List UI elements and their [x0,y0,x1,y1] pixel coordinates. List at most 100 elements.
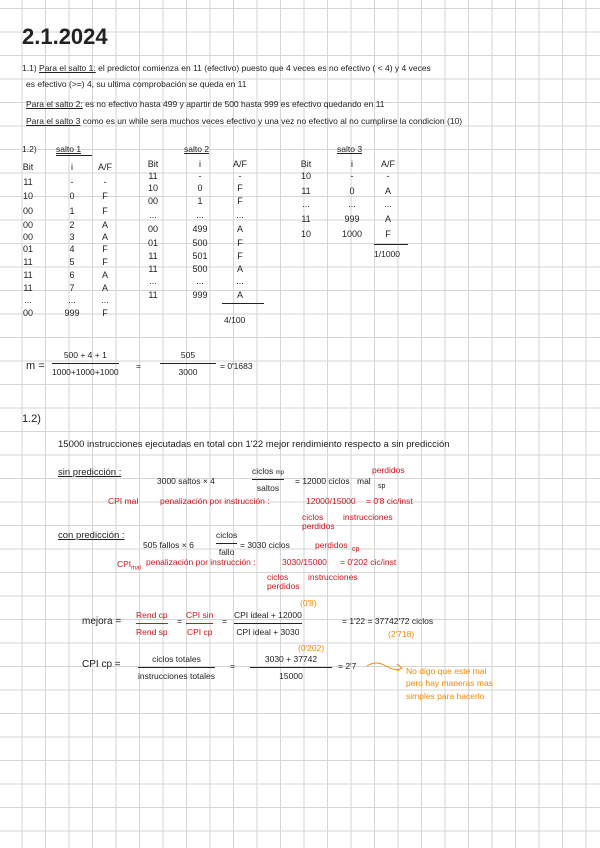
sin-ann2: instrucciones [343,512,393,522]
table-cell: A [236,224,243,234]
table-cell: F [102,206,108,216]
table-cell: 0 [349,186,355,196]
table-cell: 1 [197,196,203,206]
table-cell: 2 [69,220,75,230]
table-cell: 01 [22,244,33,254]
arrow-icon [366,662,403,672]
frac-den: Rend sp [136,627,168,637]
table-cell: F [102,308,108,318]
cpi-cp-eq: = [230,661,235,671]
sin-penal: penalización por instrucción : [160,496,270,506]
table-cell: ... [149,210,157,220]
cpi-cp-frac-2: 3030 + 37742 15000 [250,654,332,681]
frac-num: CPI sin [186,610,214,620]
table-cell: 00 [22,220,33,230]
mejora-note-top: (0'8) [300,598,317,608]
frac-den: 15000 [279,671,303,681]
frac-den: instrucciones totales [138,671,216,681]
m-numerator-2: 505 [180,350,196,360]
table-cell: 11 [23,270,33,280]
table-cell: - [350,171,354,181]
table-cell: 500 [192,264,208,274]
table-cell: - [386,171,390,181]
table-cell: ... [302,199,310,209]
cpi-cp-result: = 2'7 [338,661,357,671]
table-cell: 11 [301,214,311,224]
table-cell: - [198,171,202,181]
salto1-text: el predictor comienza en 11 (efectivo) p… [98,63,431,73]
m-denominator: 1000+1000+1000 [52,367,119,377]
sin-cpi-label: CPI mal [108,496,139,506]
sin-calc-left: 3000 saltos × 4 [157,476,215,486]
table-cell: 11 [148,171,158,181]
table-cell: 10 [300,171,311,181]
frac-sup: mp [275,470,284,476]
table-cell: F [102,191,108,201]
salto2-text: es no efectivo hasta 499 y apartir de 50… [85,99,385,109]
salto2-heading: Para el salto 2: [26,99,83,109]
table-cell: 11 [23,257,33,267]
table-cell: 00 [147,196,158,206]
sin-penal-calc: 12000/15000 [306,496,356,506]
table-cell: A [236,264,243,274]
table-cell: A [101,270,108,280]
table-cell: 1000 [341,229,363,239]
con-perdidos: perdidos [315,540,348,550]
table-total: 1/1000 [374,249,400,259]
table-cell: 10 [22,191,33,201]
m-label: m = [26,360,45,372]
table-cell: 10 [147,183,158,193]
label: 1.1) [22,63,37,73]
comment-line: No digo que este mal [406,666,487,676]
m-fraction-2: 505 3000 [160,350,216,377]
table-cell: F [102,257,108,267]
table-header: Bit [22,162,34,172]
sin-ann1: ciclos perdidos [302,512,335,532]
con-cp: cp [352,546,360,553]
m-numerator: 500 + 4 + 1 [63,350,107,360]
salto3-text: como es un while sera muchos veces efect… [82,116,463,126]
con-ann1: ciclos perdidos [267,572,300,592]
frac-num: ciclos [252,466,274,476]
table-cell: 999 [344,214,360,224]
table-cell: - [70,177,74,187]
mejora-frac-1: Rend cp Rend sp [136,610,168,637]
frac-num: ciclos [216,530,238,540]
divider [374,244,408,245]
salto3-heading: Para el salto 3 [26,116,81,126]
table-cell: 00 [22,206,33,216]
salto1-heading: Para el salto 1: [39,63,96,73]
cpi-cp-label: CPI cp = [82,659,121,670]
mejora-label: mejora = [82,616,122,627]
sin-sp: sp [378,483,386,490]
table-cell: ... [348,199,356,209]
table-cell: 11 [148,251,158,261]
table-cell: F [237,251,243,261]
table-cell: A [101,283,108,293]
table-cell: ... [236,276,244,286]
table-cell: 1 [69,206,75,216]
table-cell: 3 [69,232,75,242]
table-header: Bit [147,159,159,169]
table-cell: 10 [300,229,311,239]
frac-num: Rend cp [136,610,168,620]
table-cell: ... [384,199,392,209]
con-penal: penalización por instrucción : [146,557,256,567]
mejora-eq1: = [177,616,182,626]
frac-num: CPI ideal + 12000 [234,610,302,620]
con-fraction: ciclos fallo [216,530,238,557]
con-calc-left: 505 fallos × 6 [143,540,194,550]
m-eq: = [136,361,141,371]
table-cell: 11 [301,186,311,196]
table-header: A/F [380,159,395,169]
table-title: salto 1 [56,144,82,154]
con-penal-calc: 3030/15000 [282,557,327,567]
table-cell: ... [101,295,109,305]
con-calc-right: = 3030 ciclos [240,540,290,550]
sin-heading: sin predicción : [58,467,122,478]
m-fraction: 500 + 4 + 1 1000+1000+1000 [52,350,119,377]
sin-calc-right: = 12000 ciclos [295,476,350,486]
table-cell: 11 [148,290,158,300]
table-cell: 7 [69,283,75,293]
table-cell: 00 [147,224,158,234]
